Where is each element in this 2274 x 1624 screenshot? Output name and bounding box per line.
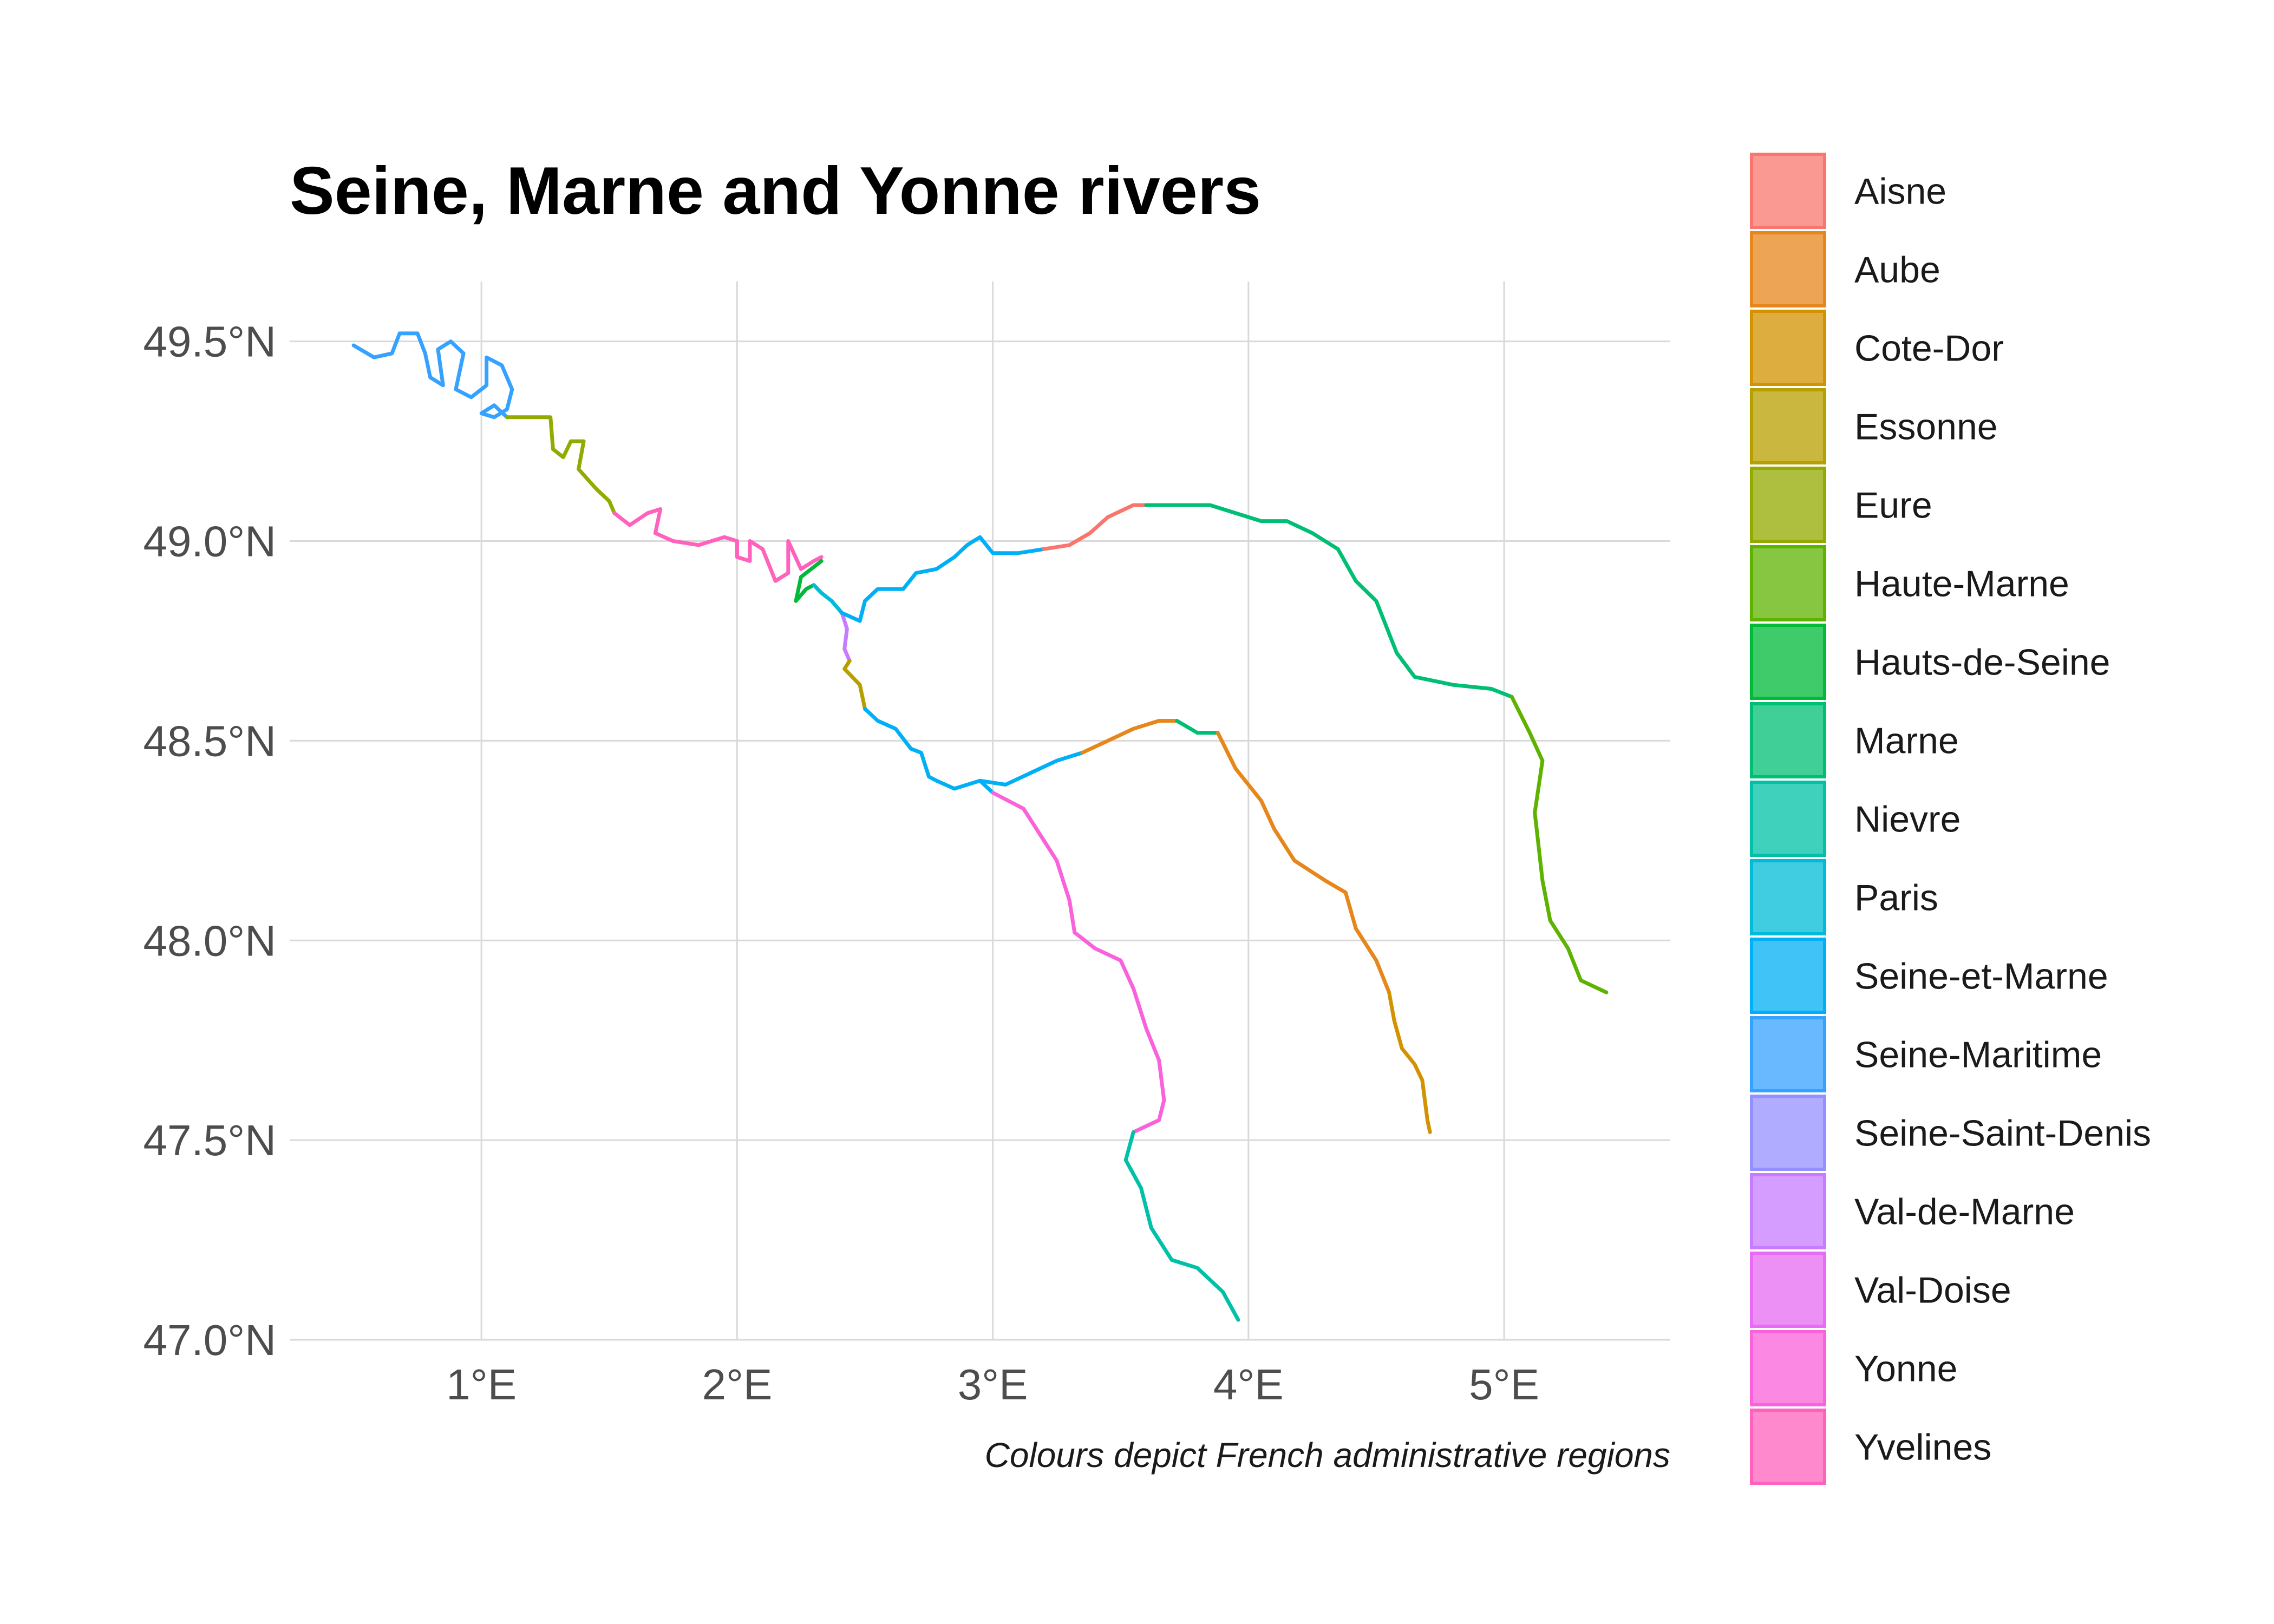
river-segment-seine-essonne xyxy=(842,659,867,711)
legend-swatch-seine-saint-denis xyxy=(1750,1095,1826,1171)
river-segment-seine-aube xyxy=(1080,719,1179,755)
legend-label-marne: Marne xyxy=(1854,721,1959,762)
legend-swatch-yonne xyxy=(1750,1330,1826,1406)
x-tick-label: 1°E xyxy=(446,1360,517,1409)
river-segment-marne-aisne xyxy=(1042,503,1148,551)
legend-swatch-val-de-marne xyxy=(1750,1173,1826,1249)
legend-swatch-cote-dor xyxy=(1750,310,1826,386)
legend-label-seine-maritime: Seine-Maritime xyxy=(1854,1034,2102,1076)
legend-swatch-val-doise xyxy=(1750,1252,1826,1328)
y-tick-label: 48.0°N xyxy=(143,916,276,965)
legend-swatch-aube xyxy=(1750,231,1826,307)
legend-label-aube: Aube xyxy=(1854,250,1940,291)
river-segment-seine-aube xyxy=(1216,731,1391,994)
legend-label-paris: Paris xyxy=(1854,878,1938,919)
legend-swatch-essonne xyxy=(1750,388,1826,464)
river-segment-seine-val-de-marne xyxy=(840,611,852,663)
river-segment-seine-hauts-de-seine xyxy=(794,559,824,603)
river-segment-seine-marne xyxy=(1175,719,1220,735)
legend-label-hauts-de-seine: Hauts-de-Seine xyxy=(1854,642,2110,683)
river-segments xyxy=(351,331,1609,1322)
legend-swatch-paris xyxy=(1750,859,1826,935)
legend-label-eure: Eure xyxy=(1854,485,1932,526)
legend-swatch-marne xyxy=(1750,702,1826,778)
y-tick-label: 48.5°N xyxy=(143,717,276,765)
legend-label-cote-dor: Cote-Dor xyxy=(1854,328,2004,369)
legend: Aisne Aube Cote-Dor Essonne Eure Haute-Marne H… xyxy=(1750,153,2151,1485)
x-tick-label: 3°E xyxy=(958,1360,1028,1409)
river-segment-yonne-seine-et-marne xyxy=(978,778,995,795)
river-segment-seine-paris xyxy=(812,583,844,615)
x-tick-label: 5°E xyxy=(1469,1360,1539,1409)
x-axis-ticks: 1°E 2°E 3°E 4°E 5°E xyxy=(446,1360,1539,1409)
y-tick-label: 47.5°N xyxy=(143,1116,276,1164)
river-segment-yonne-nievre xyxy=(1123,1130,1240,1322)
gridlines xyxy=(290,281,1670,1341)
legend-label-seine-saint-denis: Seine-Saint-Denis xyxy=(1854,1113,2151,1154)
river-segment-seine-eure xyxy=(505,415,617,515)
river-segment-seine-cote-dor xyxy=(1387,990,1432,1134)
y-tick-label: 49.0°N xyxy=(143,518,276,566)
river-segment-marne-marne xyxy=(1144,503,1514,699)
x-tick-label: 4°E xyxy=(1213,1360,1284,1409)
legend-label-val-doise: Val-Doise xyxy=(1854,1270,2011,1311)
legend-label-val-de-marne: Val-de-Marne xyxy=(1854,1191,2075,1233)
legend-swatch-yvelines xyxy=(1750,1409,1826,1485)
chart-title: Seine, Marne and Yonne rivers xyxy=(290,154,1261,228)
river-segment-marne-haute-marne xyxy=(1510,695,1609,994)
chart-caption: Colours depict French administrative reg… xyxy=(985,1436,1670,1475)
x-tick-label: 2°E xyxy=(702,1360,772,1409)
legend-label-yonne: Yonne xyxy=(1854,1348,1957,1390)
legend-label-nievre: Nievre xyxy=(1854,799,1961,840)
legend-label-haute-marne: Haute-Marne xyxy=(1854,564,2069,605)
legend-label-yvelines: Yvelines xyxy=(1854,1427,1991,1468)
river-segment-yonne-yonne xyxy=(991,790,1166,1134)
legend-swatch-eure xyxy=(1750,467,1826,543)
legend-swatch-hauts-de-seine xyxy=(1750,624,1826,700)
river-segment-seine-seine-maritime xyxy=(351,331,514,420)
river-segment-seine-yvelines xyxy=(612,507,824,583)
legend-label-seine-et-marne: Seine-et-Marne xyxy=(1854,956,2108,997)
legend-swatch-nievre xyxy=(1750,781,1826,857)
legend-label-aisne: Aisne xyxy=(1854,171,1946,212)
river-segment-marne-seine-et-marne xyxy=(840,535,1046,623)
legend-swatch-haute-marne xyxy=(1750,545,1826,621)
y-tick-label: 49.5°N xyxy=(143,318,276,366)
legend-swatch-aisne xyxy=(1750,153,1826,229)
y-axis-ticks: 47.0°N 47.5°N 48.0°N 48.5°N 49.0°N 49.5°N xyxy=(143,318,276,1364)
y-tick-label: 47.0°N xyxy=(143,1316,276,1364)
river-segment-seine-seine-et-marne xyxy=(863,706,1084,791)
legend-swatch-seine-maritime xyxy=(1750,1016,1826,1092)
legend-label-essonne: Essonne xyxy=(1854,407,1998,448)
legend-swatch-seine-et-marne xyxy=(1750,938,1826,1014)
